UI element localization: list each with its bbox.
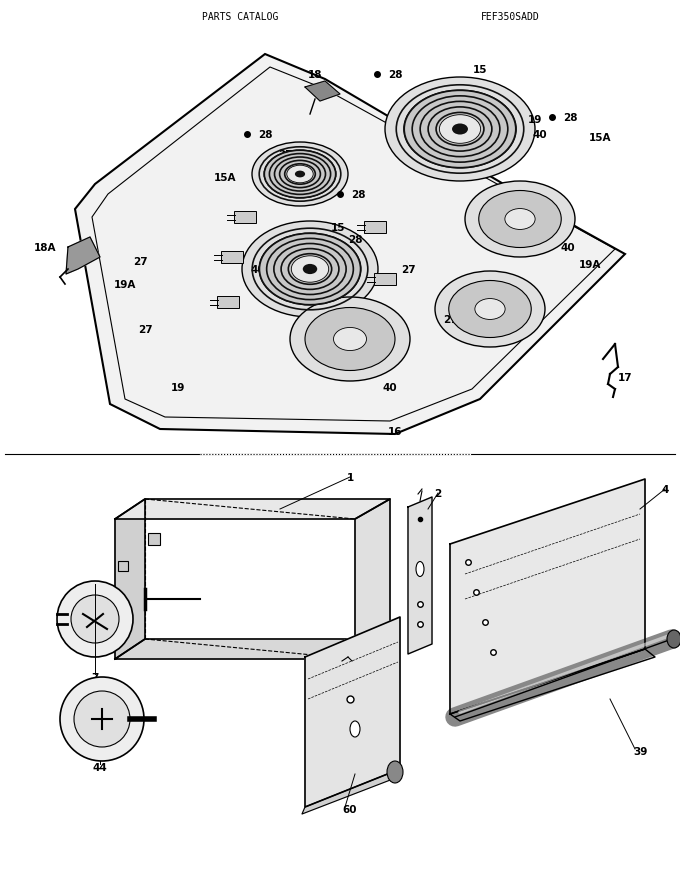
Text: 15A: 15A [214,173,236,182]
Ellipse shape [333,328,367,351]
Text: 15: 15 [473,65,488,75]
Polygon shape [66,238,100,275]
Ellipse shape [350,721,360,737]
Ellipse shape [435,272,545,348]
FancyBboxPatch shape [221,252,243,263]
Polygon shape [305,82,340,102]
Ellipse shape [295,171,305,178]
Text: 40: 40 [532,129,547,140]
Ellipse shape [303,264,318,275]
Text: 1: 1 [346,473,354,482]
Ellipse shape [290,298,410,381]
Circle shape [57,581,133,657]
Polygon shape [115,500,390,520]
Polygon shape [355,500,390,660]
Text: 15A: 15A [589,133,611,143]
Ellipse shape [385,78,535,182]
Text: 28: 28 [563,113,577,123]
Polygon shape [305,617,400,807]
Polygon shape [408,497,432,654]
Ellipse shape [439,116,481,144]
Ellipse shape [291,256,328,283]
Ellipse shape [264,151,336,199]
Text: 60: 60 [343,804,357,814]
Text: 7: 7 [91,673,99,682]
Ellipse shape [305,308,395,371]
Text: 18: 18 [308,70,322,80]
Circle shape [71,595,119,643]
Text: 27: 27 [137,325,152,335]
Polygon shape [450,480,645,714]
Ellipse shape [465,182,575,258]
Text: 19: 19 [528,115,542,125]
Ellipse shape [416,562,424,577]
Ellipse shape [505,209,535,230]
Text: 40: 40 [561,242,575,253]
Text: 18A: 18A [34,242,56,253]
Text: 28: 28 [351,189,365,200]
Text: 28: 28 [388,70,403,80]
Polygon shape [302,769,400,814]
Text: 40: 40 [383,382,397,393]
Polygon shape [115,640,390,660]
Ellipse shape [252,143,348,207]
Text: 19A: 19A [114,280,136,289]
Text: 16: 16 [388,427,403,436]
Ellipse shape [475,299,505,320]
Text: 27: 27 [401,265,415,275]
Text: 19A: 19A [579,260,601,269]
Text: 39: 39 [633,746,647,756]
Ellipse shape [404,91,516,169]
Text: 27: 27 [443,315,458,325]
Ellipse shape [259,234,361,306]
Polygon shape [450,649,655,721]
Ellipse shape [479,191,561,249]
Circle shape [60,677,144,761]
FancyBboxPatch shape [148,534,160,546]
Circle shape [74,691,130,747]
Text: 4: 4 [662,484,668,494]
Text: 27: 27 [277,149,292,160]
Text: 19: 19 [171,382,185,393]
Text: FEF350SADD: FEF350SADD [481,12,539,22]
FancyBboxPatch shape [217,296,239,308]
Ellipse shape [242,222,378,318]
Ellipse shape [387,761,403,783]
Ellipse shape [667,630,680,648]
Ellipse shape [452,124,468,136]
Text: 15: 15 [330,222,345,233]
FancyBboxPatch shape [118,561,128,571]
FancyBboxPatch shape [364,222,386,234]
Text: 28: 28 [347,235,362,245]
Polygon shape [75,55,625,434]
Text: 40: 40 [251,265,265,275]
Text: 28: 28 [258,129,272,140]
Text: 17: 17 [617,373,632,382]
Ellipse shape [287,166,313,183]
Ellipse shape [449,282,531,338]
Text: 2: 2 [435,488,441,499]
Polygon shape [115,500,145,660]
Text: 27: 27 [133,256,148,267]
Text: 44: 44 [92,762,107,773]
Text: PARTS CATALOG: PARTS CATALOG [202,12,278,22]
FancyBboxPatch shape [374,274,396,286]
FancyBboxPatch shape [234,212,256,223]
